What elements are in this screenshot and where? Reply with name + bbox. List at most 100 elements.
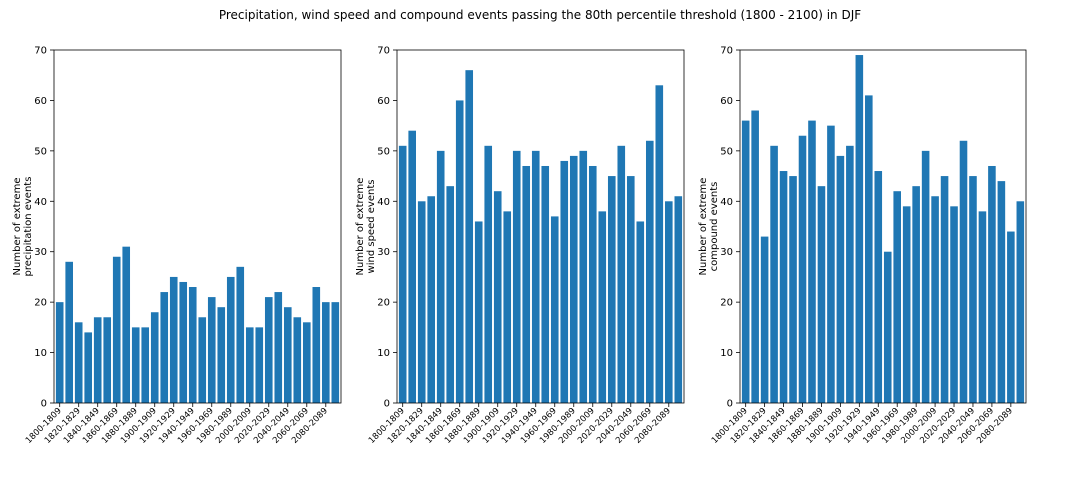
bar-1920-1929: [512, 150, 521, 403]
bar-2050-2059: [636, 221, 645, 403]
y-tick-label: 0: [727, 399, 733, 410]
y-tick-label: 20: [34, 298, 47, 309]
bar-1930-1939: [865, 95, 873, 403]
bar-1910-1919: [846, 145, 854, 403]
y-tick-label: 70: [377, 46, 390, 57]
bar-1990-1999: [921, 150, 930, 403]
bar-2000-2009: [588, 165, 597, 403]
bar-1810-1819: [751, 110, 759, 403]
y-axis-label: Number of extremecompound events: [698, 178, 720, 276]
y-tick-label: 30: [720, 247, 733, 258]
bar-2060-2069: [645, 140, 654, 403]
bar-1870-1879: [122, 246, 131, 403]
bar-1950-1959: [541, 165, 550, 403]
figure-title: Precipitation, wind speed and compound e…: [218, 8, 862, 22]
y-tick-label: 40: [720, 197, 733, 208]
bar-1950-1959: [883, 251, 892, 403]
chart-panel-precipitation: 0102030405060701800-18091820-18291840-18…: [12, 46, 342, 446]
bar-1820-1829: [417, 201, 426, 403]
y-tick-label: 10: [34, 348, 47, 359]
axes-frame: [53, 49, 342, 404]
bar-2090-2099: [1016, 201, 1025, 403]
bar-2060-2069: [302, 322, 311, 403]
y-tick-label: 70: [34, 46, 47, 57]
bar-1880-1889: [474, 221, 483, 403]
bar-1970-1979: [560, 160, 569, 403]
bar-1890-1899: [484, 145, 493, 403]
bar-1860-1869: [798, 135, 807, 404]
y-tick-label: 20: [377, 298, 390, 309]
bar-2030-2039: [617, 145, 626, 403]
bar-1830-1839: [84, 332, 93, 403]
bar-1990-1999: [236, 266, 245, 403]
bar-1840-1849: [436, 150, 445, 403]
bar-1900-1909: [150, 312, 159, 403]
bar-2030-2039: [959, 140, 968, 403]
bar-2020-2029: [264, 297, 273, 403]
bar-1930-1939: [522, 165, 531, 403]
bar-2070-2079: [655, 85, 664, 404]
y-tick-label: 40: [377, 197, 390, 208]
bar-1980-1989: [569, 155, 578, 403]
bar-1920-1929: [169, 276, 178, 403]
bar-1840-1849: [779, 171, 788, 403]
y-tick-label: 60: [34, 96, 47, 107]
bar-2060-2069: [988, 165, 996, 403]
bar-1830-1839: [770, 145, 778, 403]
bar-1980-1989: [912, 186, 920, 403]
bar-2080-2089: [1007, 231, 1015, 403]
y-tick-label: 0: [384, 399, 390, 410]
axes-frame: [739, 49, 1027, 404]
bar-2050-2059: [293, 317, 302, 403]
bar-1960-1969: [893, 191, 901, 403]
bar-1910-1919: [503, 211, 512, 403]
bar-1810-1819: [65, 261, 73, 403]
bar-1870-1879: [808, 120, 816, 403]
bar-2080-2089: [321, 302, 330, 403]
bar-1820-1829: [74, 322, 83, 403]
chart-panel-compound: 0102030405060701800-18091820-18291840-18…: [698, 46, 1027, 446]
bar-2000-2009: [245, 327, 254, 403]
bar-1880-1889: [131, 327, 140, 403]
bar-1800-1809: [55, 302, 64, 403]
bar-2090-2099: [331, 302, 340, 403]
bar-1940-1949: [531, 150, 540, 403]
chart-panel-wind-speed: 0102030405060701800-18091820-18291840-18…: [355, 46, 685, 446]
bar-1920-1929: [855, 55, 864, 403]
y-tick-label: 20: [720, 298, 733, 309]
bar-1940-1949: [188, 287, 197, 403]
bar-1940-1949: [874, 171, 883, 403]
bar-1970-1979: [217, 307, 226, 403]
bar-1810-1819: [408, 130, 416, 403]
bar-2070-2079: [997, 181, 1006, 403]
bar-2020-2029: [607, 176, 616, 403]
bar-2050-2059: [978, 211, 987, 403]
y-tick-label: 0: [41, 399, 47, 410]
bar-2020-2029: [950, 206, 958, 403]
bar-2040-2049: [283, 307, 292, 403]
y-tick-label: 10: [377, 348, 390, 359]
y-axis-label: Number of extremeprecipitation events: [12, 177, 34, 277]
bar-1820-1829: [760, 236, 769, 403]
bar-2000-2009: [931, 196, 939, 403]
bar-1850-1859: [103, 317, 112, 403]
bar-1980-1989: [226, 276, 235, 403]
y-axis-label: Number of extremewind speed events: [355, 178, 377, 276]
y-tick-label: 60: [377, 96, 390, 107]
y-tick-label: 30: [34, 247, 47, 258]
bar-1840-1849: [93, 317, 102, 403]
bar-2080-2089: [664, 201, 673, 403]
bar-1890-1899: [141, 327, 150, 403]
bar-1900-1909: [836, 155, 845, 403]
bar-2070-2079: [312, 287, 321, 403]
bar-1900-1909: [493, 191, 502, 403]
bar-1930-1939: [179, 281, 188, 403]
bar-1800-1809: [398, 145, 407, 403]
bar-1850-1859: [789, 176, 797, 403]
axes-frame: [396, 49, 685, 404]
bar-1860-1869: [455, 100, 464, 404]
y-tick-label: 70: [720, 46, 733, 57]
bar-1800-1809: [741, 120, 750, 403]
y-tick-label: 30: [377, 247, 390, 258]
